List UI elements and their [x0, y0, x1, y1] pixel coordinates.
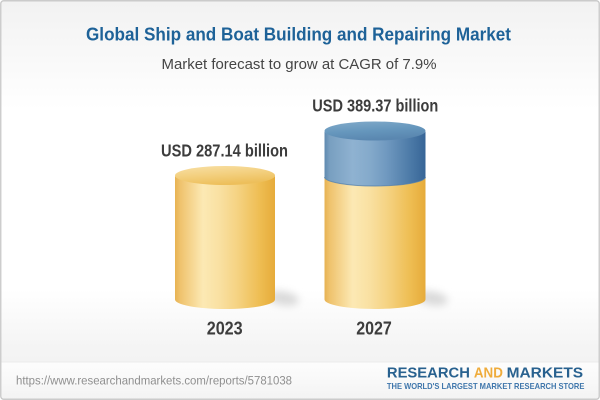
svg-text:2023: 2023 [207, 318, 243, 338]
svg-text:RESEARCH: RESEARCH [387, 364, 470, 381]
svg-text:2027: 2027 [356, 318, 392, 338]
svg-text:Global Ship and Boat Building: Global Ship and Boat Building and Repair… [86, 25, 511, 45]
svg-text:USD 389.37 billion: USD 389.37 billion [312, 96, 438, 116]
svg-text:AND: AND [474, 364, 503, 381]
svg-text:https://www.researchandmarkets: https://www.researchandmarkets.com/repor… [16, 374, 292, 388]
svg-text:USD 287.14 billion: USD 287.14 billion [161, 141, 288, 161]
svg-text:THE WORLD'S LARGEST MARKET RES: THE WORLD'S LARGEST MARKET RESEARCH STOR… [387, 382, 585, 391]
svg-text:MARKETS: MARKETS [507, 364, 583, 381]
svg-text:Market forecast to grow at CAG: Market forecast to grow at CAGR of 7.9% [162, 57, 437, 73]
